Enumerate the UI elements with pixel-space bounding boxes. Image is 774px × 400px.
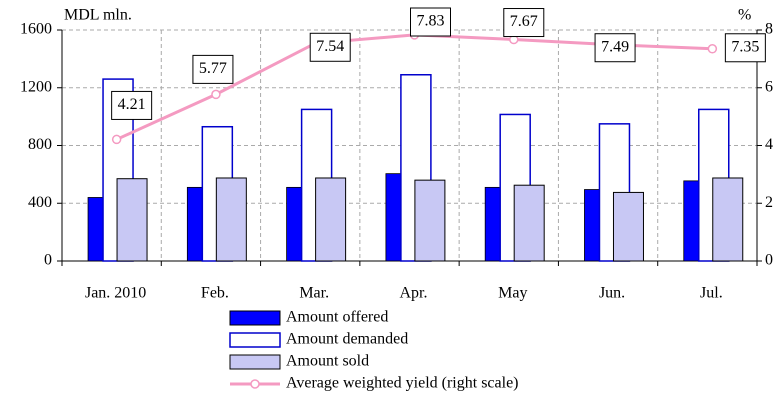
data-label: 7.67 [510,13,538,30]
data-label: 7.83 [417,13,445,30]
y2-tick-label: 8 [765,21,773,38]
y2-tick-label: 0 [765,252,773,269]
data-label-box [309,32,351,62]
bar [215,177,247,262]
legend-marker [250,379,260,389]
bar [712,177,744,262]
x-tick-label: Mar. [299,285,329,302]
bar [87,197,104,262]
yield-marker [211,89,221,100]
bar [385,173,402,262]
legend-label: Average weighted yield (right scale) [286,375,519,392]
legend-label: Amount demanded [286,331,408,348]
bar [286,186,303,262]
y2-axis-label: % [738,7,751,24]
legend-swatch [229,354,281,370]
bar [414,179,446,262]
bar [116,178,148,262]
y-axis-label: MDL mln. [64,7,132,24]
legend-swatch [229,310,281,326]
x-tick-label: Jun. [599,285,625,302]
x-tick-label: Feb. [201,285,229,302]
bar [315,177,347,262]
x-tick-label: Jul. [700,285,723,302]
y2-tick-label: 2 [765,194,773,211]
y-tick-label: 400 [28,194,52,211]
bar [513,184,545,262]
yield-marker [707,44,718,54]
y-tick-label: 1600 [20,21,52,38]
legend-label: Amount offered [286,309,388,326]
data-label: 7.49 [601,38,629,55]
bar [584,189,600,262]
data-label-box [111,90,153,120]
data-label: 4.21 [118,96,146,113]
x-tick-label: Jan. 2010 [85,285,146,302]
bar [683,180,700,262]
data-label: 5.77 [199,60,227,77]
data-label-box [503,8,545,38]
legend-swatch [229,332,281,348]
x-tick-label: Apr. [400,285,428,302]
bar [484,186,501,262]
bar [612,191,644,262]
data-label-box [724,33,766,63]
data-label-box [594,33,636,63]
bar [186,186,203,262]
data-label-box [410,7,451,37]
x-tick-label: May [498,285,527,302]
y2-tick-label: 6 [765,78,773,95]
legend-label: Amount sold [286,353,369,370]
y-tick-label: 1200 [20,78,52,95]
data-label: 7.54 [316,38,344,55]
data-label-box [192,54,234,84]
yield-marker [111,134,122,145]
y-tick-label: 800 [28,136,52,153]
data-label: 7.35 [731,38,759,55]
y2-tick-label: 4 [765,136,773,153]
y-tick-label: 0 [44,252,52,269]
